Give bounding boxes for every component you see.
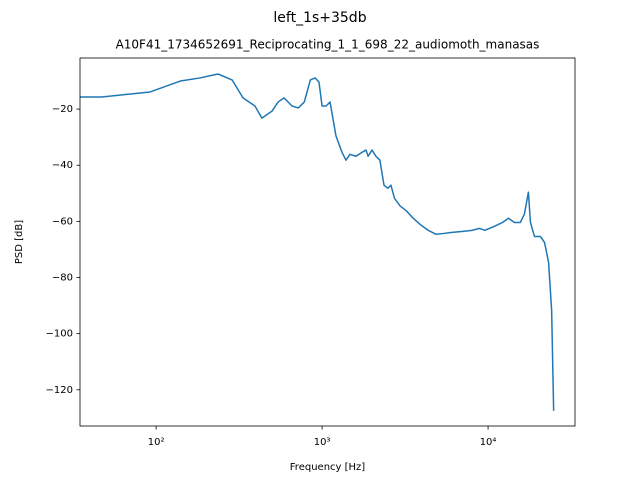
line: [80, 73, 555, 411]
y-tick-label: −80: [52, 273, 73, 284]
y-axis-label: PSD [dB]: [14, 220, 25, 264]
x-tick-label: 10³: [314, 437, 331, 448]
y-tick-label: −60: [52, 216, 73, 227]
plot-frame: [79, 57, 576, 427]
x-tick-label: 10²: [148, 437, 165, 448]
x-axis-label: Frequency [Hz]: [290, 462, 366, 473]
y-tick-label: −120: [46, 385, 73, 396]
y-tick-label: −40: [52, 160, 73, 171]
x-tick-label: 10⁴: [480, 437, 497, 448]
y-tick-label: −20: [52, 104, 73, 115]
chart-subtitle: A10F41_1734652691_Reciprocating_1_1_698_…: [116, 38, 540, 52]
chart-title: left_1s+35db: [273, 10, 366, 26]
y-tick-label: −100: [46, 329, 73, 340]
